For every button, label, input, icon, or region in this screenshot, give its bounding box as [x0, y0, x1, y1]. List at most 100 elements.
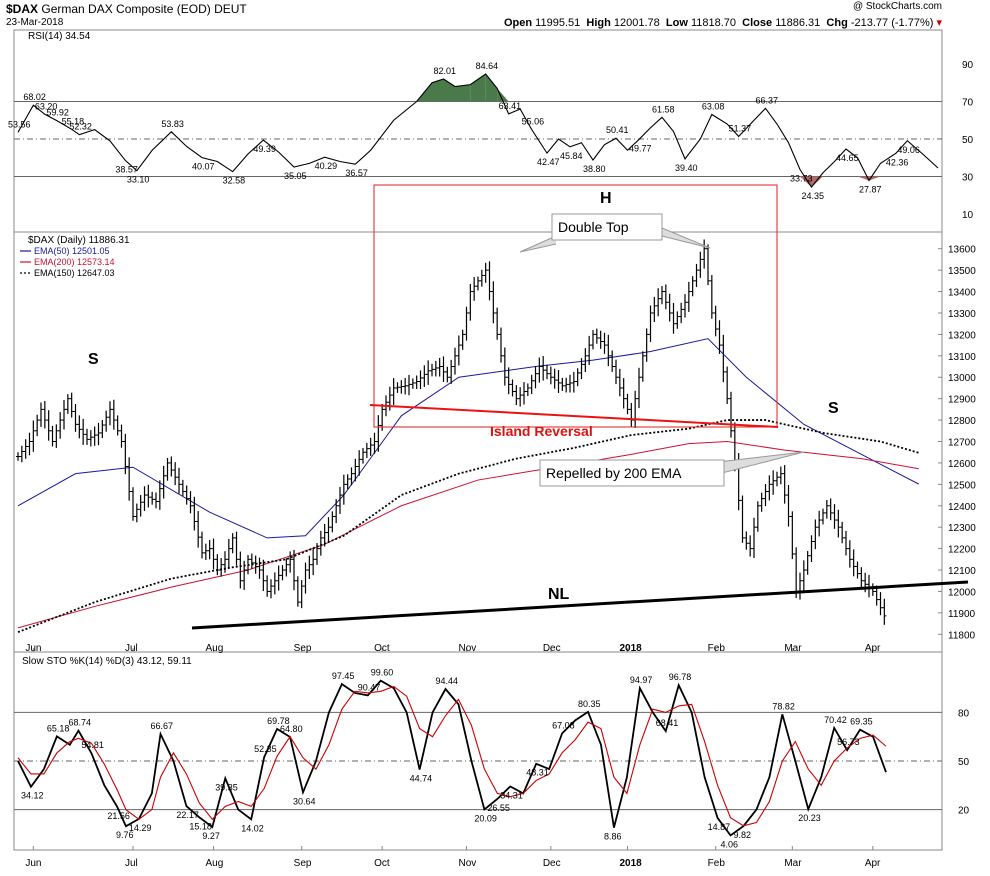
sto-tick-label: 80	[958, 708, 970, 719]
neckline-label: NL	[548, 586, 570, 603]
sto-x-label: Mar	[784, 858, 802, 869]
sto-x-label: Apr	[865, 858, 881, 869]
sto-value-label: 90.47	[358, 682, 381, 692]
sto-line-1	[17, 685, 887, 827]
price-tick-label: 12300	[948, 523, 976, 534]
rsi-oversold-fill	[811, 176, 823, 188]
price-x-label: Nov	[459, 643, 477, 654]
exchange: DEUT	[214, 2, 247, 16]
legend-ema200: EMA(200) 12573.14	[34, 257, 115, 267]
symbol: $DAX	[6, 2, 39, 16]
head-label: H	[600, 190, 612, 207]
sto-value-label: 96.78	[669, 672, 692, 682]
sto-value-label: 22.17	[176, 810, 199, 820]
rsi-value-label: 66.37	[756, 95, 779, 105]
price-x-label: Dec	[543, 643, 561, 654]
island-reversal-line	[369, 404, 779, 428]
rsi-value-label: 42.36	[886, 157, 909, 167]
rsi-value-label: 45.84	[560, 151, 583, 161]
high-label: High	[586, 17, 611, 29]
rsi-line	[17, 73, 939, 189]
sto-value-label: 64.80	[280, 724, 303, 734]
price-tick-label: 12100	[948, 566, 976, 577]
double-top-callout	[551, 213, 663, 241]
sto-value-label: 69.78	[267, 716, 290, 726]
rsi-value-label: 51.37	[729, 123, 752, 133]
legend-ema50: EMA(50) 12501.05	[34, 246, 110, 256]
sto-value-label: 68.74	[68, 718, 91, 728]
price-tick-label: 13200	[948, 330, 976, 341]
sto-value-label: 39.35	[215, 782, 238, 792]
rsi-value-label: 33.10	[127, 175, 150, 185]
sto-value-label: 52.35	[254, 744, 277, 754]
sto-value-label: 8.86	[604, 832, 622, 842]
sto-value-label: 44.74	[410, 774, 433, 784]
watermark[interactable]: @ StockCharts.com	[852, 1, 942, 12]
sto-value-label: 14.02	[241, 823, 264, 833]
sto-value-label: 34.31	[500, 790, 523, 800]
rsi-overbought-fill	[470, 74, 486, 102]
rsi-tick-label: 70	[962, 98, 974, 109]
rsi-value-label: 53.56	[8, 119, 31, 129]
sto-value-label: 56.73	[837, 737, 860, 747]
rsi-value-label: 59.92	[46, 107, 69, 117]
right-shoulder-label: S	[828, 400, 839, 417]
rsi-value-label: 40.07	[192, 162, 215, 172]
rsi-value-label: 50.41	[606, 125, 629, 135]
sto-value-label: 14.29	[129, 823, 152, 833]
grid-layer	[14, 101, 942, 811]
price-tick-label: 13500	[948, 266, 976, 277]
double-top-pointer-left	[519, 235, 557, 253]
price-x-label: Sep	[294, 643, 312, 654]
price-panel-frame	[13, 231, 943, 653]
sto-value-label: 65.18	[47, 723, 70, 733]
price-tick-label: 11900	[948, 609, 976, 620]
double-top-pointer-right	[661, 227, 711, 249]
price-tick-label: 13100	[948, 352, 976, 363]
stochastic-label-text: Slow STO %K(14) %D(3) 43.12, 59.11	[22, 656, 192, 667]
sto-x-label: Jul	[125, 858, 138, 869]
price-x-label: Mar	[784, 643, 802, 654]
left-shoulder-label: S	[88, 351, 99, 368]
price-tick-label: 12200	[948, 545, 976, 556]
rsi-value-label: 52.32	[69, 122, 92, 132]
low-label: Low	[665, 17, 688, 29]
price-tick-label: 12600	[948, 459, 976, 470]
sto-value-label: 69.35	[850, 717, 873, 727]
open-label: Open	[503, 17, 533, 29]
axis-layer: 10 30 50 70 90 11800 11900 12000 12100 12200 12300…	[25, 60, 976, 869]
sto-value-label: 70.42	[824, 715, 847, 725]
sto-value-label: 78.82	[772, 701, 795, 711]
low-value: 11818.70	[690, 17, 737, 29]
stochastic-panel-frame	[13, 651, 943, 851]
repelled-pointer	[717, 451, 805, 475]
rsi-oversold-fill	[869, 176, 881, 181]
price-tick-label: 13000	[948, 373, 976, 384]
price-tick-label: 12900	[948, 395, 976, 406]
chart-header-left: $DAX German DAX Composite (EOD) DEUT	[6, 2, 247, 16]
price-label: $DAX (Daily) 11886.31	[28, 235, 130, 246]
rsi-value-label: 53.83	[161, 119, 184, 129]
ohlc-readout: Open 11995.51 High 12001.78 Low 11818.70…	[504, 16, 942, 29]
price-tick-label: 11800	[948, 630, 976, 641]
rsi-value-label: 63.08	[702, 101, 725, 111]
sto-value-label: 21.56	[107, 811, 130, 821]
sto-tick-label: 50	[958, 757, 970, 768]
rsi-value-label: 49.06	[897, 145, 920, 155]
rsi-value-label: 44.65	[836, 153, 859, 163]
legend-ema150: EMA(150) 12647.03	[34, 268, 115, 278]
sto-value-label: 9.76	[116, 830, 134, 840]
rsi-value-label: 82.01	[434, 66, 457, 76]
sto-x-label: Oct	[374, 858, 390, 869]
rsi-label: RSI(14) 34.54	[28, 31, 91, 42]
open-value: 11995.51	[535, 17, 581, 29]
price-x-label: Jul	[125, 643, 138, 654]
price-panel	[16, 239, 920, 633]
price-tick-label: 12800	[948, 416, 976, 427]
price-x-label: 2018	[620, 643, 643, 654]
rsi-value-label: 35.05	[284, 171, 307, 181]
rsi-value-label: 63.20	[35, 101, 58, 111]
